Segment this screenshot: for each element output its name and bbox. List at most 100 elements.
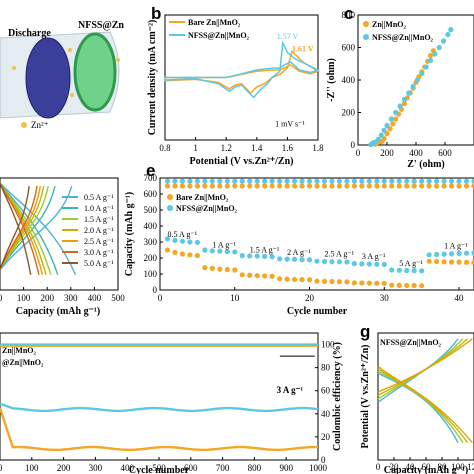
panel-a-schematic: Discharge NFSS@Zn Zn²⁺ — [0, 20, 124, 130]
ce-data-point — [306, 183, 313, 189]
gcd-curve — [0, 186, 38, 270]
legend-label: NFSS@Zn||MnO₂ — [176, 204, 238, 213]
y-tick-label: 800 — [342, 10, 356, 20]
x-tick-label: 100 — [25, 463, 39, 473]
ce-data-point — [202, 178, 208, 184]
ce-data-point — [187, 178, 193, 184]
capacity-data-point — [247, 253, 253, 259]
x-axis-label: Potential (V vs.Zn²⁺/Zn) — [190, 156, 294, 167]
ce-data-point — [366, 178, 372, 184]
x-tick-label: 500 — [111, 293, 125, 303]
y-tick-label: 600 — [144, 189, 158, 199]
eis-data-point — [388, 116, 394, 122]
x-tick-label: 300 — [89, 463, 103, 473]
ce-data-point — [448, 183, 455, 189]
ce-data-point — [299, 183, 305, 189]
gcd-curve — [0, 185, 56, 271]
capacity-data-point — [306, 277, 313, 283]
legend-label: Bare Zn||MnO₂ — [176, 193, 229, 202]
y-tick-label: 0 — [321, 455, 326, 465]
y-tick-label: 400 — [144, 221, 158, 231]
legend-label: NFSS@Zn||MnO₂ — [188, 31, 250, 40]
ce-data-point — [179, 178, 186, 184]
ce-data-point — [232, 183, 238, 189]
capacity-data-point — [321, 278, 328, 284]
ce-data-point — [291, 178, 298, 184]
capacity-data-point — [187, 239, 193, 245]
ce-data-point — [321, 183, 328, 189]
eis-data-point — [445, 31, 451, 38]
ce-data-point — [359, 183, 365, 189]
ce-data-point — [329, 183, 335, 189]
legend-swatch — [363, 34, 369, 40]
eis-data-point — [440, 38, 447, 44]
capacity-data-point — [329, 278, 335, 285]
ce-data-point — [359, 178, 365, 184]
x-tick-label: 20 — [390, 462, 400, 472]
gcd-curve — [0, 182, 77, 276]
legend-label: 3.0 A g⁻¹ — [84, 248, 114, 257]
capacity-data-point — [179, 251, 186, 257]
ce-data-point — [351, 178, 357, 184]
eis-data-point — [401, 96, 407, 103]
capacity-data-point — [232, 267, 238, 273]
ce-data-point — [291, 183, 298, 189]
voltage-profile-curve — [377, 338, 473, 393]
capacity-data-point — [471, 250, 474, 256]
y-tick-label: 0 — [153, 285, 158, 295]
legend-zn-ion: Zn²⁺ — [31, 120, 49, 130]
capacity-data-point — [389, 282, 395, 288]
x-tick-label: 900 — [279, 463, 293, 473]
x-tick-label: 60 — [422, 462, 432, 472]
ce-data-point — [426, 178, 432, 184]
eis-data-point — [448, 27, 454, 33]
x-tick-label: 400 — [88, 293, 102, 303]
y-axis-label: Coulombic efficiency (%) — [332, 342, 343, 451]
legend-swatch — [167, 205, 173, 211]
x-tick-label: 0.8 — [159, 143, 171, 153]
x-tick-label: 0 — [0, 463, 3, 473]
x-tick-label: 0 — [0, 293, 3, 303]
rate-annotation: 1 A g⁻¹ — [212, 241, 236, 250]
voltage-profile-curve — [377, 365, 473, 444]
ce-data-point — [239, 178, 245, 184]
y-axis-label: Current density (mA cm⁻²) — [147, 20, 158, 136]
legend-swatch — [167, 194, 173, 200]
x-tick-label: 200 — [57, 463, 71, 473]
panel-label-b: b — [151, 4, 161, 23]
capacity-data-point — [224, 249, 230, 255]
ce-data-point — [389, 183, 395, 189]
plot-frame-f — [0, 332, 319, 461]
discharge-disk — [25, 37, 71, 119]
capacity-data-point — [344, 259, 350, 265]
legend-label: 2.5 A g⁻¹ — [84, 237, 114, 246]
eis-data-point — [427, 53, 434, 59]
capacity-data-point — [269, 254, 275, 260]
label-nfss-zn: NFSS@Zn — [78, 20, 124, 31]
x-axis-label: Capacity (mAh g⁻¹) — [16, 306, 100, 317]
capacity-data-point — [463, 250, 470, 256]
rate-annotation: 2 A g⁻¹ — [287, 248, 311, 257]
ce-data-point — [277, 178, 283, 184]
capacity-data-point — [254, 273, 260, 279]
capacity-data-point — [217, 266, 223, 272]
ce-data-point — [194, 178, 200, 184]
capacity-data-point — [209, 248, 215, 254]
panel-label-c: c — [344, 4, 353, 23]
x-tick-label: 300 — [64, 293, 78, 303]
ce-data-point — [471, 178, 474, 184]
capacity-data-point — [217, 248, 223, 254]
y-axis-label: Capacity (mAh g⁻¹) — [124, 192, 135, 276]
capacity-data-point — [239, 253, 245, 259]
capacity-data-point — [291, 256, 298, 262]
capacity-data-point — [396, 282, 402, 288]
capacity-data-point — [247, 272, 253, 278]
peak-annotation: 1.61 V — [292, 44, 314, 53]
y-tick-label: 200 — [342, 108, 356, 118]
eis-data-point — [423, 64, 429, 70]
ce-data-point — [262, 183, 268, 189]
y-tick-label: 60 — [321, 386, 331, 396]
ce-data-point — [202, 183, 208, 189]
x-tick-label: 80 — [438, 462, 448, 472]
capacity-data-point — [336, 279, 343, 285]
